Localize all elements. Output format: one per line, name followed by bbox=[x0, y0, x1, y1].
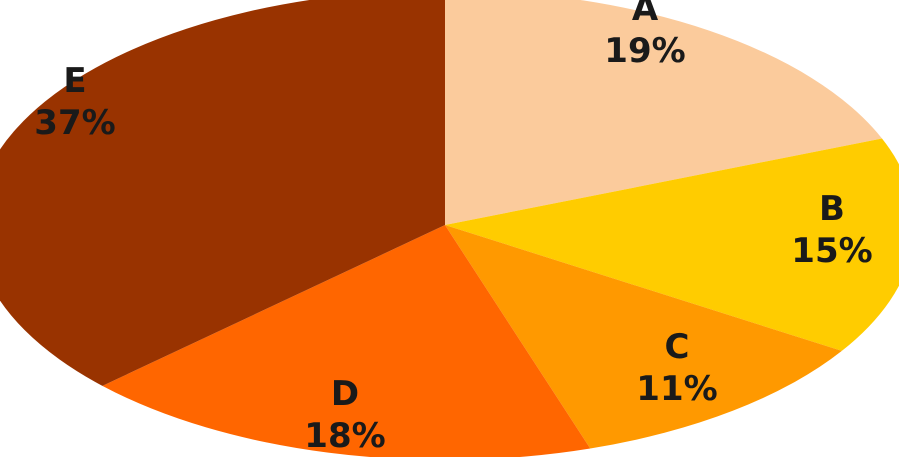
slice-category-label: A bbox=[632, 0, 659, 29]
pie-slice-d bbox=[102, 225, 591, 457]
slice-percent-label: 11% bbox=[636, 369, 717, 409]
slice-label-e: E 37% bbox=[34, 61, 115, 143]
pie-slice-b bbox=[445, 138, 899, 351]
slice-percent-label: 15% bbox=[791, 231, 872, 271]
slice-percent-label: 19% bbox=[604, 31, 685, 71]
pie-slice-a bbox=[445, 0, 882, 225]
slice-label-d: D 18% bbox=[304, 374, 385, 456]
slice-category-label: D bbox=[331, 374, 359, 414]
slice-percent-label: 37% bbox=[34, 103, 115, 143]
slice-category-label: B bbox=[819, 189, 845, 229]
pie-slice-e bbox=[0, 0, 445, 386]
slice-label-a: A 19% bbox=[604, 0, 685, 71]
slice-label-b: B 15% bbox=[791, 189, 872, 271]
slice-category-label: E bbox=[63, 61, 86, 101]
labels-layer: A 19% B 15% C 11% D 18% E 37% bbox=[34, 0, 872, 456]
slice-percent-label: 18% bbox=[304, 416, 385, 456]
slice-category-label: C bbox=[665, 327, 690, 367]
pie-slice-c bbox=[445, 225, 842, 449]
slice-label-c: C 11% bbox=[636, 327, 717, 409]
